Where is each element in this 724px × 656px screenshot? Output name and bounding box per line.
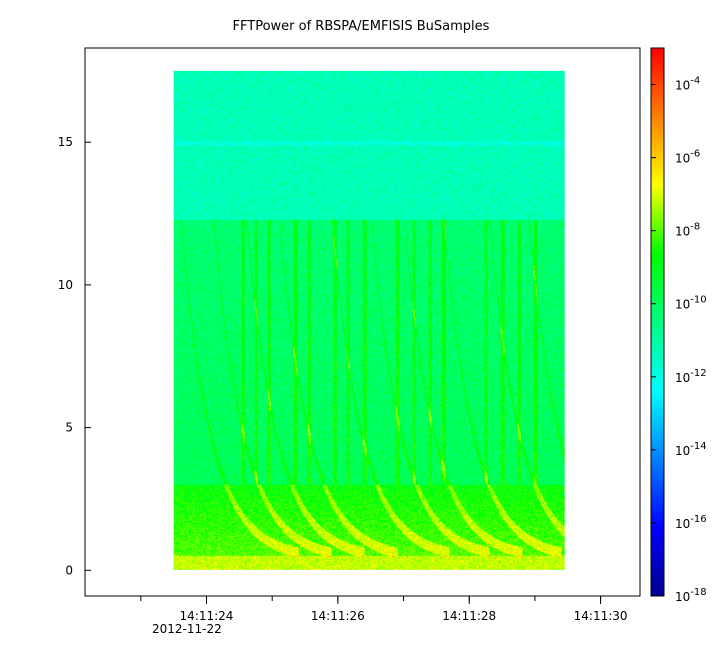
x-tick-label: 14:11:30 bbox=[574, 609, 628, 623]
spectrogram-pixels bbox=[173, 70, 565, 570]
chart-title: FFTPower of RBSPA/EMFISIS BuSamples bbox=[233, 19, 490, 34]
x-tick-label: 14:11:24 bbox=[180, 609, 234, 623]
y-tick-label: 10 bbox=[58, 278, 73, 292]
colorbar bbox=[650, 47, 665, 597]
y-tick-label: 5 bbox=[65, 421, 73, 435]
colorbar-tick-label: 10-4 bbox=[675, 76, 700, 93]
y-axis: 0 5 10 15 bbox=[58, 135, 91, 577]
heatmap-image bbox=[173, 70, 565, 570]
colorbar-tick-label: 10-8 bbox=[675, 222, 700, 239]
colorbar-tick-label: 10-16 bbox=[675, 514, 707, 531]
x-tick-label: 14:11:28 bbox=[442, 609, 496, 623]
y-tick-label: 15 bbox=[58, 135, 73, 149]
x-axis: 14:11:24 14:11:26 14:11:28 14:11:30 bbox=[140, 596, 628, 623]
colorbar-ticks: 10-4 10-6 10-8 10-10 10-12 10-14 10-16 10-18 bbox=[651, 76, 707, 604]
colorbar-tick-label: 10-12 bbox=[675, 368, 707, 385]
colorbar-tick-label: 10-10 bbox=[675, 295, 707, 312]
colorbar-tick-label: 10-14 bbox=[675, 441, 707, 458]
x-axis-date-label: 2012-11-22 bbox=[152, 622, 222, 636]
y-tick-label: 0 bbox=[65, 563, 73, 577]
colorbar-tick-label: 10-6 bbox=[675, 149, 700, 166]
colorbar-tick-label: 10-18 bbox=[675, 587, 707, 604]
x-tick-label: 14:11:26 bbox=[311, 609, 365, 623]
